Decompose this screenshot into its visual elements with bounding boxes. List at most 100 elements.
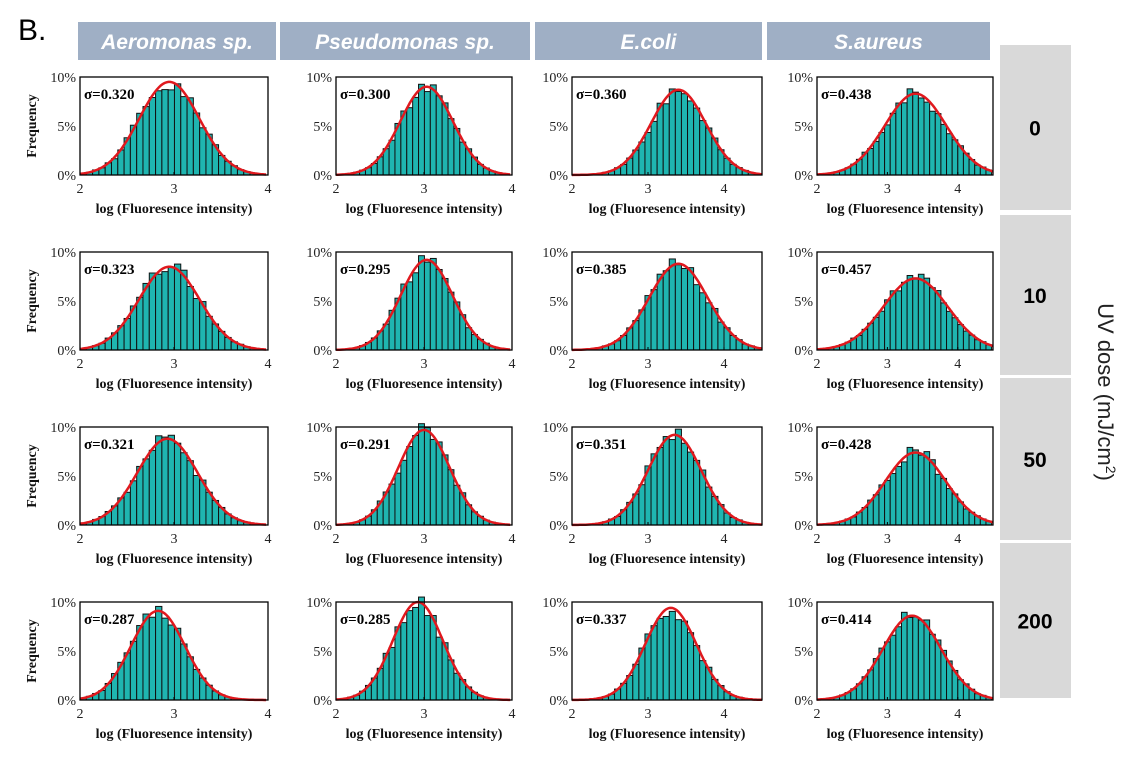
histogram-bar (929, 459, 936, 526)
histogram-bar (674, 264, 682, 351)
histogram-panel: σ=0.351 0% 5% 10% 2 3 4 log (Fluoresence intens… (542, 421, 763, 567)
histogram-bar (693, 107, 701, 176)
histogram-bar (962, 330, 970, 351)
y-tick-label: 10% (542, 421, 568, 436)
histogram-bar (934, 113, 942, 176)
x-tick-label: 2 (333, 357, 340, 372)
gaussian-fit-line (816, 614, 994, 701)
histogram-bar (929, 633, 936, 701)
histogram-bar (889, 112, 897, 176)
gaussian-fit-line (816, 451, 994, 526)
histogram-bar (934, 473, 942, 526)
x-axis-label: log (Fluoresence intensity) (96, 202, 253, 217)
x-tick-label: 2 (814, 707, 821, 722)
histogram-bar (435, 95, 443, 176)
gaussian-fit-line (571, 88, 763, 177)
histogram-bar (180, 452, 188, 526)
histogram-bar (155, 435, 163, 526)
histogram-bar (180, 643, 188, 701)
histogram-bar (186, 285, 194, 351)
histogram-bar (687, 451, 695, 526)
gaussian-fit-line (572, 433, 763, 527)
histogram-bar (872, 494, 880, 526)
dose-label: 10 (1023, 285, 1046, 308)
histogram-bar (441, 278, 449, 351)
histogram-bar (946, 488, 953, 526)
histogram-bar (136, 296, 144, 351)
histogram-bar (946, 310, 953, 351)
y-tick-label: 0% (794, 169, 813, 184)
histogram-bar (199, 127, 207, 176)
x-tick-label: 4 (509, 707, 516, 722)
histogram-bar (705, 486, 713, 526)
histogram-bar (900, 281, 908, 351)
gaussian-fit-line (335, 85, 511, 177)
histogram-bar (638, 484, 646, 526)
histogram-bar (693, 459, 701, 526)
x-axis-label: log (Fluoresence intensity) (346, 552, 503, 567)
y-tick-label: 0% (57, 694, 76, 709)
histogram-bar (435, 268, 443, 351)
histogram-panel: σ=0.291 0% 5% 10% 2 3 4 log (Fluoresence intens… (306, 421, 515, 567)
x-tick-label: 3 (421, 707, 428, 722)
histogram-bar (435, 636, 443, 701)
x-tick-label: 2 (814, 182, 821, 197)
x-tick-label: 4 (721, 182, 728, 197)
y-tick-label: 10% (787, 421, 813, 436)
gaussian-fit-line (572, 606, 762, 702)
y-tick-label: 0% (313, 344, 332, 359)
histogram-bar (418, 83, 425, 176)
histogram-bar (453, 672, 461, 701)
histogram-bar (400, 622, 408, 701)
histogram-bar (929, 287, 936, 351)
histogram-bar (946, 133, 953, 176)
histogram-bar (155, 605, 163, 701)
x-tick-label: 4 (721, 532, 728, 547)
y-tick-label: 5% (57, 645, 76, 660)
histogram-bar (423, 91, 431, 176)
histogram-bar (951, 317, 959, 351)
histogram-bar (192, 112, 201, 176)
y-tick-label: 0% (549, 694, 568, 709)
y-tick-label: 5% (313, 120, 332, 135)
x-tick-label: 4 (509, 182, 516, 197)
dose-box (1000, 543, 1071, 698)
histogram-bar (656, 273, 664, 351)
sigma-label: σ=0.337 (576, 612, 627, 628)
plot-frame (571, 76, 763, 176)
histogram-bar (192, 298, 201, 351)
column-header-label: Aeromonas sp. (100, 31, 253, 54)
sigma-label: σ=0.321 (84, 437, 134, 453)
sigma-label: σ=0.360 (576, 87, 626, 103)
histogram-panel: σ=0.360 0% 5% 10% 2 3 4 log (Fluoresence intens… (542, 71, 763, 217)
x-tick-label: 4 (721, 707, 728, 722)
histogram-bar (884, 641, 891, 701)
histogram-bar (687, 267, 695, 351)
histogram-bar (668, 258, 676, 351)
x-tick-label: 2 (569, 532, 576, 547)
histogram-bar (923, 277, 931, 351)
x-tick-label: 2 (333, 707, 340, 722)
histogram-bar (923, 101, 931, 176)
histogram-bar (142, 106, 150, 176)
y-tick-label: 10% (306, 71, 332, 86)
histogram-bar (388, 646, 396, 701)
x-axis-label: log (Fluoresence intensity) (589, 202, 746, 217)
histogram-bar (895, 290, 902, 351)
x-axis-label: log (Fluoresence intensity) (96, 552, 253, 567)
histogram-bar (388, 483, 396, 526)
histogram-bar (906, 616, 914, 701)
dose-box (1000, 378, 1071, 540)
histogram-bar (406, 107, 414, 176)
y-tick-label: 0% (57, 519, 76, 534)
dose-label: 50 (1023, 449, 1046, 472)
x-tick-label: 3 (884, 707, 891, 722)
y-tick-label: 5% (549, 645, 568, 660)
x-axis-label: log (Fluoresence intensity) (827, 727, 984, 742)
histogram-bar (148, 272, 157, 351)
panel-label: B. (18, 14, 46, 47)
histogram-bar (173, 442, 182, 526)
gaussian-fit-line (816, 92, 994, 176)
histogram-bar (192, 474, 201, 526)
